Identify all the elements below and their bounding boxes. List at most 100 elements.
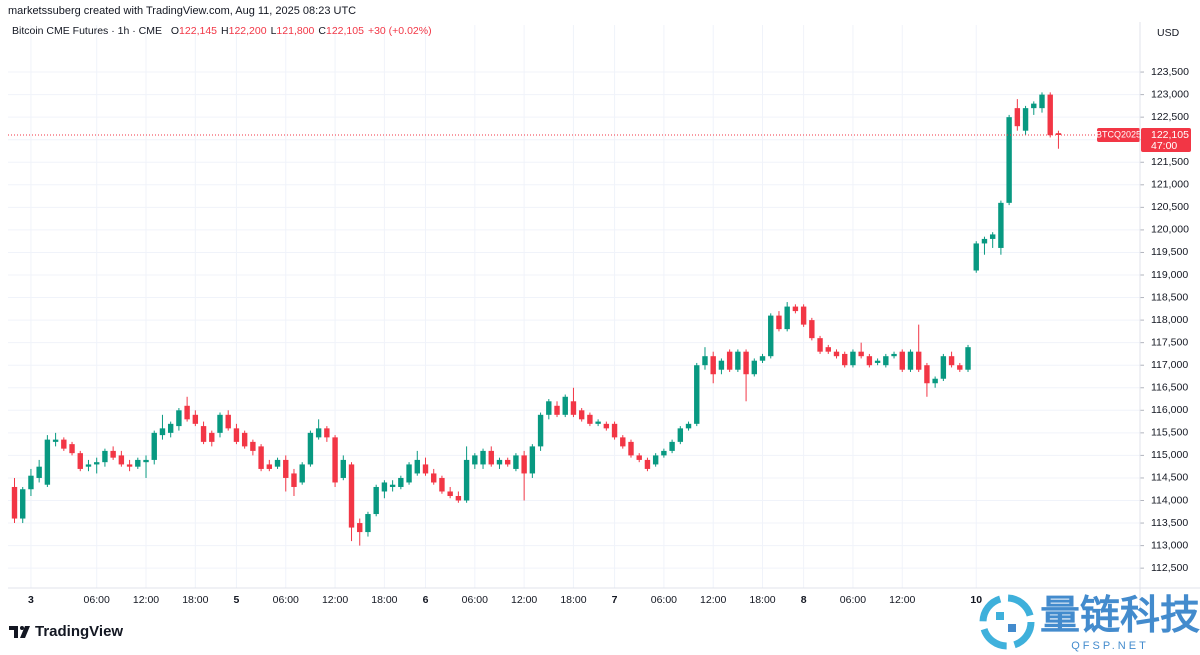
y-tick-label: 115,500 — [1151, 427, 1188, 439]
candle-body — [850, 351, 856, 366]
ohlc-value: 122,200 — [229, 25, 267, 37]
candle-body — [685, 423, 692, 429]
candle-body — [332, 437, 338, 483]
x-tick-label: 06:00 — [273, 594, 299, 606]
chart-title: Bitcoin CME Futures · 1h · CME — [12, 25, 162, 37]
candle-body — [291, 473, 297, 487]
candle-body — [620, 437, 626, 447]
candle-body — [924, 365, 930, 384]
y-tick-label: 123,500 — [1151, 66, 1189, 78]
x-tick-label: 18:00 — [560, 594, 586, 606]
candle-body — [792, 306, 799, 312]
change: +30 (+0.02%) — [368, 25, 432, 37]
candle-body — [496, 459, 503, 465]
y-tick-label: 116,500 — [1151, 382, 1188, 394]
candle-body — [20, 489, 26, 519]
candle-body — [833, 351, 840, 357]
candle-body — [439, 477, 445, 492]
candle-body — [340, 459, 346, 478]
candle-body — [126, 464, 133, 467]
candle-body — [69, 444, 75, 454]
candle-body — [176, 410, 182, 427]
candle-body — [957, 365, 963, 370]
candle-body — [587, 414, 593, 424]
y-tick-label: 121,000 — [1151, 179, 1189, 191]
candle-body — [907, 351, 914, 370]
credit: marketssuberg created with TradingView.c… — [8, 5, 356, 17]
candle-body — [866, 356, 873, 366]
candle-body — [209, 432, 215, 442]
candle-body — [759, 356, 766, 361]
watermark-subtitle: QFSP.NET — [1071, 640, 1149, 652]
candle-body — [159, 428, 166, 436]
symbol-badge-label: BTCQ2025 — [1096, 129, 1141, 139]
candle-body — [628, 441, 634, 456]
price-badge-label: 122,105 — [1151, 129, 1189, 141]
ohlc-key: H — [221, 25, 229, 37]
x-tick-label: 7 — [612, 594, 618, 606]
candle-body — [899, 351, 905, 370]
x-tick-label: 5 — [234, 594, 240, 606]
x-tick-label: 06:00 — [840, 594, 866, 606]
candle-body — [751, 360, 757, 375]
y-tick-label: 120,000 — [1151, 224, 1189, 236]
candle-body — [406, 464, 412, 483]
candle-body — [710, 356, 716, 375]
y-tick-label: 121,500 — [1151, 156, 1189, 168]
grid — [8, 25, 1140, 588]
candle-body — [192, 414, 199, 424]
candle-body — [77, 453, 83, 469]
candle-body — [1006, 117, 1012, 203]
candle-body — [603, 423, 610, 429]
candle-body — [283, 459, 289, 478]
watermark-icon-dot — [1008, 624, 1016, 632]
x-tick-label: 06:00 — [462, 594, 488, 606]
y-tick-label: 114,500 — [1151, 472, 1188, 484]
symbol-badge — [1097, 127, 1140, 142]
candle-body — [702, 356, 708, 366]
candle-body — [217, 414, 223, 433]
candle-body — [373, 486, 379, 515]
x-tick-label: 12:00 — [889, 594, 915, 606]
candle-body — [36, 466, 42, 478]
candle-body — [940, 356, 947, 379]
x-tick-label: 06:00 — [84, 594, 110, 606]
candle-body — [513, 455, 519, 469]
currency: USD — [1157, 27, 1180, 39]
price-badge — [1141, 127, 1191, 152]
candle-body — [299, 464, 305, 483]
y-tick-label: 119,000 — [1151, 269, 1188, 281]
candle-body — [11, 486, 18, 519]
candle-body — [858, 351, 864, 357]
candle-body — [381, 482, 388, 492]
ohlc-key: O — [171, 25, 179, 37]
candle-body — [825, 347, 831, 352]
candle-body — [948, 356, 955, 366]
candle-body — [529, 446, 536, 474]
ohlc-value: 122,105 — [326, 25, 364, 37]
candle-body — [644, 459, 651, 469]
candle-body — [94, 462, 100, 465]
brand-icon-dot — [20, 626, 24, 630]
candle-body — [315, 428, 322, 438]
candle-body — [1022, 108, 1029, 131]
candle-body — [768, 315, 774, 357]
candle-body — [365, 514, 371, 533]
candle-body — [463, 459, 470, 501]
y-tick-label: 115,000 — [1151, 449, 1188, 461]
x-tick-label: 18:00 — [182, 594, 208, 606]
candle-body — [726, 351, 733, 370]
x-tick-label: 18:00 — [749, 594, 775, 606]
candle-body — [398, 477, 404, 487]
candle-body — [652, 455, 659, 465]
candle-body — [965, 347, 971, 370]
candle-body — [389, 484, 396, 487]
candle-body — [110, 450, 116, 458]
y-tick-label: 117,000 — [1151, 359, 1188, 371]
candle-body — [184, 405, 190, 420]
candle-body — [669, 441, 675, 451]
y-tick-label: 112,500 — [1151, 562, 1188, 574]
candle-body — [718, 360, 725, 370]
candle-body — [61, 439, 67, 449]
